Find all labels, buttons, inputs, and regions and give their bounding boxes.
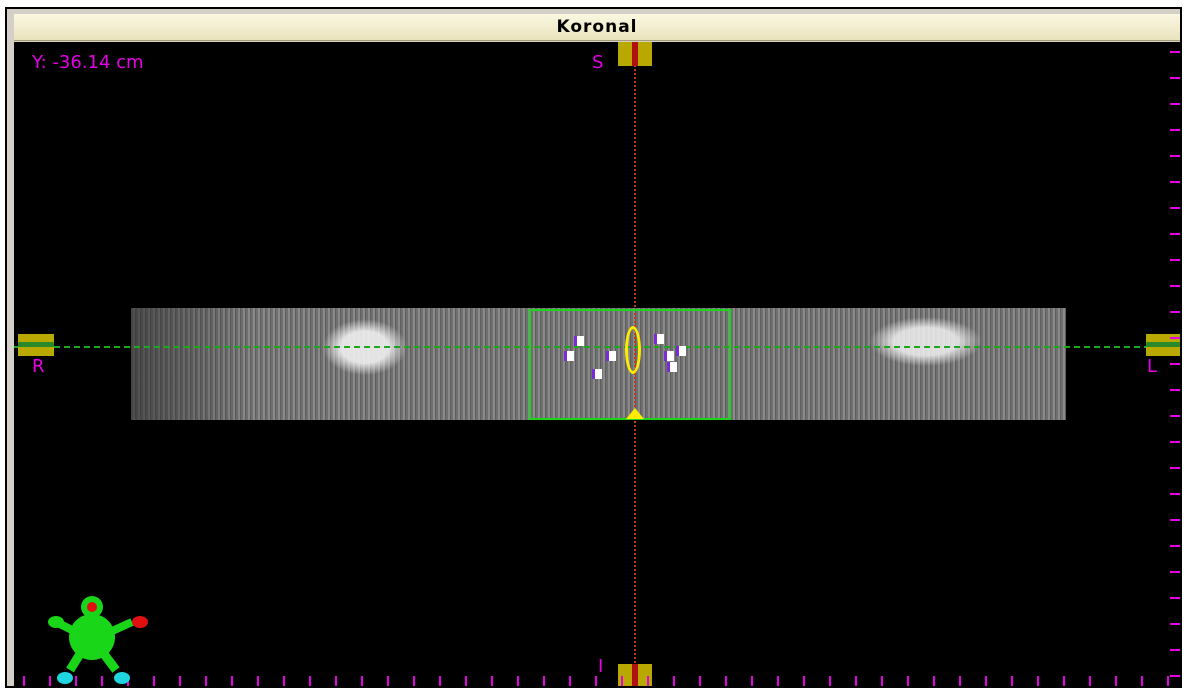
contour-marker-triangle bbox=[626, 408, 644, 419]
seed-marker[interactable] bbox=[592, 369, 602, 379]
crosshair-horizontal-line[interactable] bbox=[14, 346, 1180, 348]
view-title: Koronal bbox=[14, 14, 1180, 41]
seed-marker[interactable] bbox=[606, 351, 616, 361]
ct-slice-shading bbox=[131, 308, 251, 420]
seed-marker[interactable] bbox=[667, 362, 677, 372]
seed-marker[interactable] bbox=[676, 346, 686, 356]
orientation-label-inferior: I bbox=[598, 656, 604, 677]
seed-marker[interactable] bbox=[654, 334, 664, 344]
horizontal-ruler bbox=[23, 676, 1169, 686]
y-coordinate-readout: Y: -36.14 cm bbox=[32, 52, 144, 73]
crosshair-handle-right[interactable] bbox=[1146, 334, 1180, 356]
coronal-viewport[interactable]: Y: -36.14 cm S R L I bbox=[14, 42, 1180, 686]
orientation-label-right: R bbox=[32, 356, 45, 377]
crosshair-handle-top[interactable] bbox=[618, 42, 652, 66]
roi-bounding-box[interactable] bbox=[529, 309, 731, 420]
seed-marker[interactable] bbox=[664, 351, 674, 361]
crosshair-handle-left[interactable] bbox=[18, 334, 54, 356]
seed-marker[interactable] bbox=[574, 336, 584, 346]
ct-slice-image bbox=[131, 308, 1066, 420]
seed-marker[interactable] bbox=[564, 351, 574, 361]
prostate-contour[interactable] bbox=[625, 326, 641, 374]
patient-orientation-figure-icon[interactable] bbox=[32, 594, 157, 686]
crosshair-handle-bottom[interactable] bbox=[618, 664, 652, 686]
orientation-label-superior: S bbox=[592, 52, 604, 73]
vertical-ruler bbox=[1170, 51, 1180, 677]
orientation-label-left: L bbox=[1147, 356, 1158, 377]
